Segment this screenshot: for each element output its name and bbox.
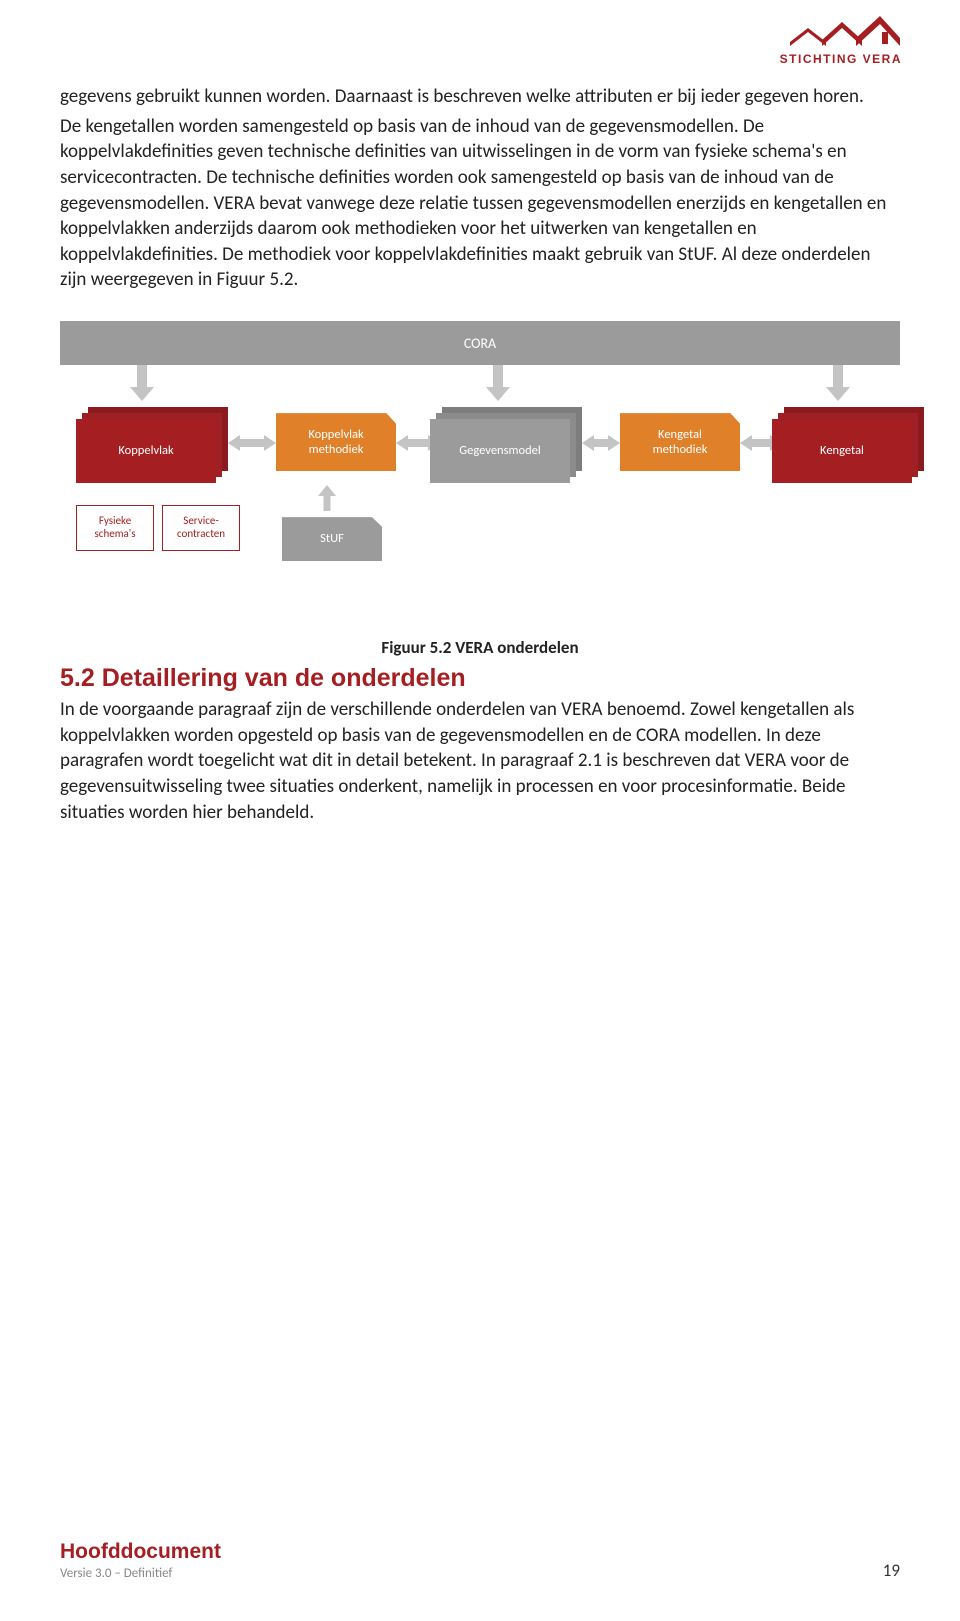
node-koppelvlak-methodiek: Koppelvlak methodiek bbox=[276, 413, 396, 471]
arrow-down-icon bbox=[824, 365, 852, 403]
node-label: Koppelvlak bbox=[118, 443, 173, 459]
paragraph-2: De kengetallen worden samengesteld op ba… bbox=[60, 114, 900, 293]
paragraph-1: gegevens gebruikt kunnen worden. Daarnaa… bbox=[60, 84, 900, 110]
node-kengetal-methodiek: Kengetal methodiek bbox=[620, 413, 740, 471]
node-fysieke-schemas: Fysieke schema's bbox=[76, 505, 154, 551]
arrow-up-icon bbox=[318, 485, 336, 511]
node-label: Koppelvlak methodiek bbox=[308, 427, 363, 458]
section-heading: 5.2 Detaillering van de onderdelen bbox=[60, 664, 900, 693]
node-label: Kengetal methodiek bbox=[653, 427, 708, 458]
brand-logo-text: STICHTING VERA bbox=[780, 52, 902, 66]
page-footer: Hoofddocument Versie 3.0 – Definitief 19 bbox=[60, 1540, 900, 1581]
vera-diagram: CORA Koppelvlak Koppelvlak methodiek Ge bbox=[60, 321, 900, 591]
node-stuf: StUF bbox=[282, 517, 382, 561]
node-label: StUF bbox=[320, 531, 344, 547]
body-text-block: gegevens gebruikt kunnen worden. Daarnaa… bbox=[60, 84, 900, 293]
footer-subtitle: Versie 3.0 – Definitief bbox=[60, 1566, 221, 1581]
section-body: In de voorgaande paragraaf zijn de versc… bbox=[60, 697, 900, 825]
arrow-bi-icon bbox=[582, 435, 620, 451]
brand-logo: STICHTING VERA bbox=[780, 14, 902, 66]
footer-left: Hoofddocument Versie 3.0 – Definitief bbox=[60, 1540, 221, 1581]
page-number: 19 bbox=[883, 1560, 900, 1581]
arrow-down-icon bbox=[128, 365, 156, 403]
arrow-down-icon bbox=[484, 365, 512, 403]
document-page: STICHTING VERA gegevens gebruikt kunnen … bbox=[0, 0, 960, 1621]
node-label: Service- contracten bbox=[177, 515, 225, 540]
arrow-bi-icon bbox=[228, 435, 276, 451]
node-label: Kengetal bbox=[820, 443, 864, 459]
node-label: Gegevensmodel bbox=[459, 443, 540, 459]
vera-logo-icon bbox=[782, 14, 902, 50]
node-cora: CORA bbox=[60, 321, 900, 365]
node-label: Fysieke schema's bbox=[95, 515, 136, 540]
node-servicecontracten: Service- contracten bbox=[162, 505, 240, 551]
figure-caption: Figuur 5.2 VERA onderdelen bbox=[60, 637, 900, 658]
node-cora-label: CORA bbox=[464, 335, 496, 352]
footer-title: Hoofddocument bbox=[60, 1540, 221, 1564]
